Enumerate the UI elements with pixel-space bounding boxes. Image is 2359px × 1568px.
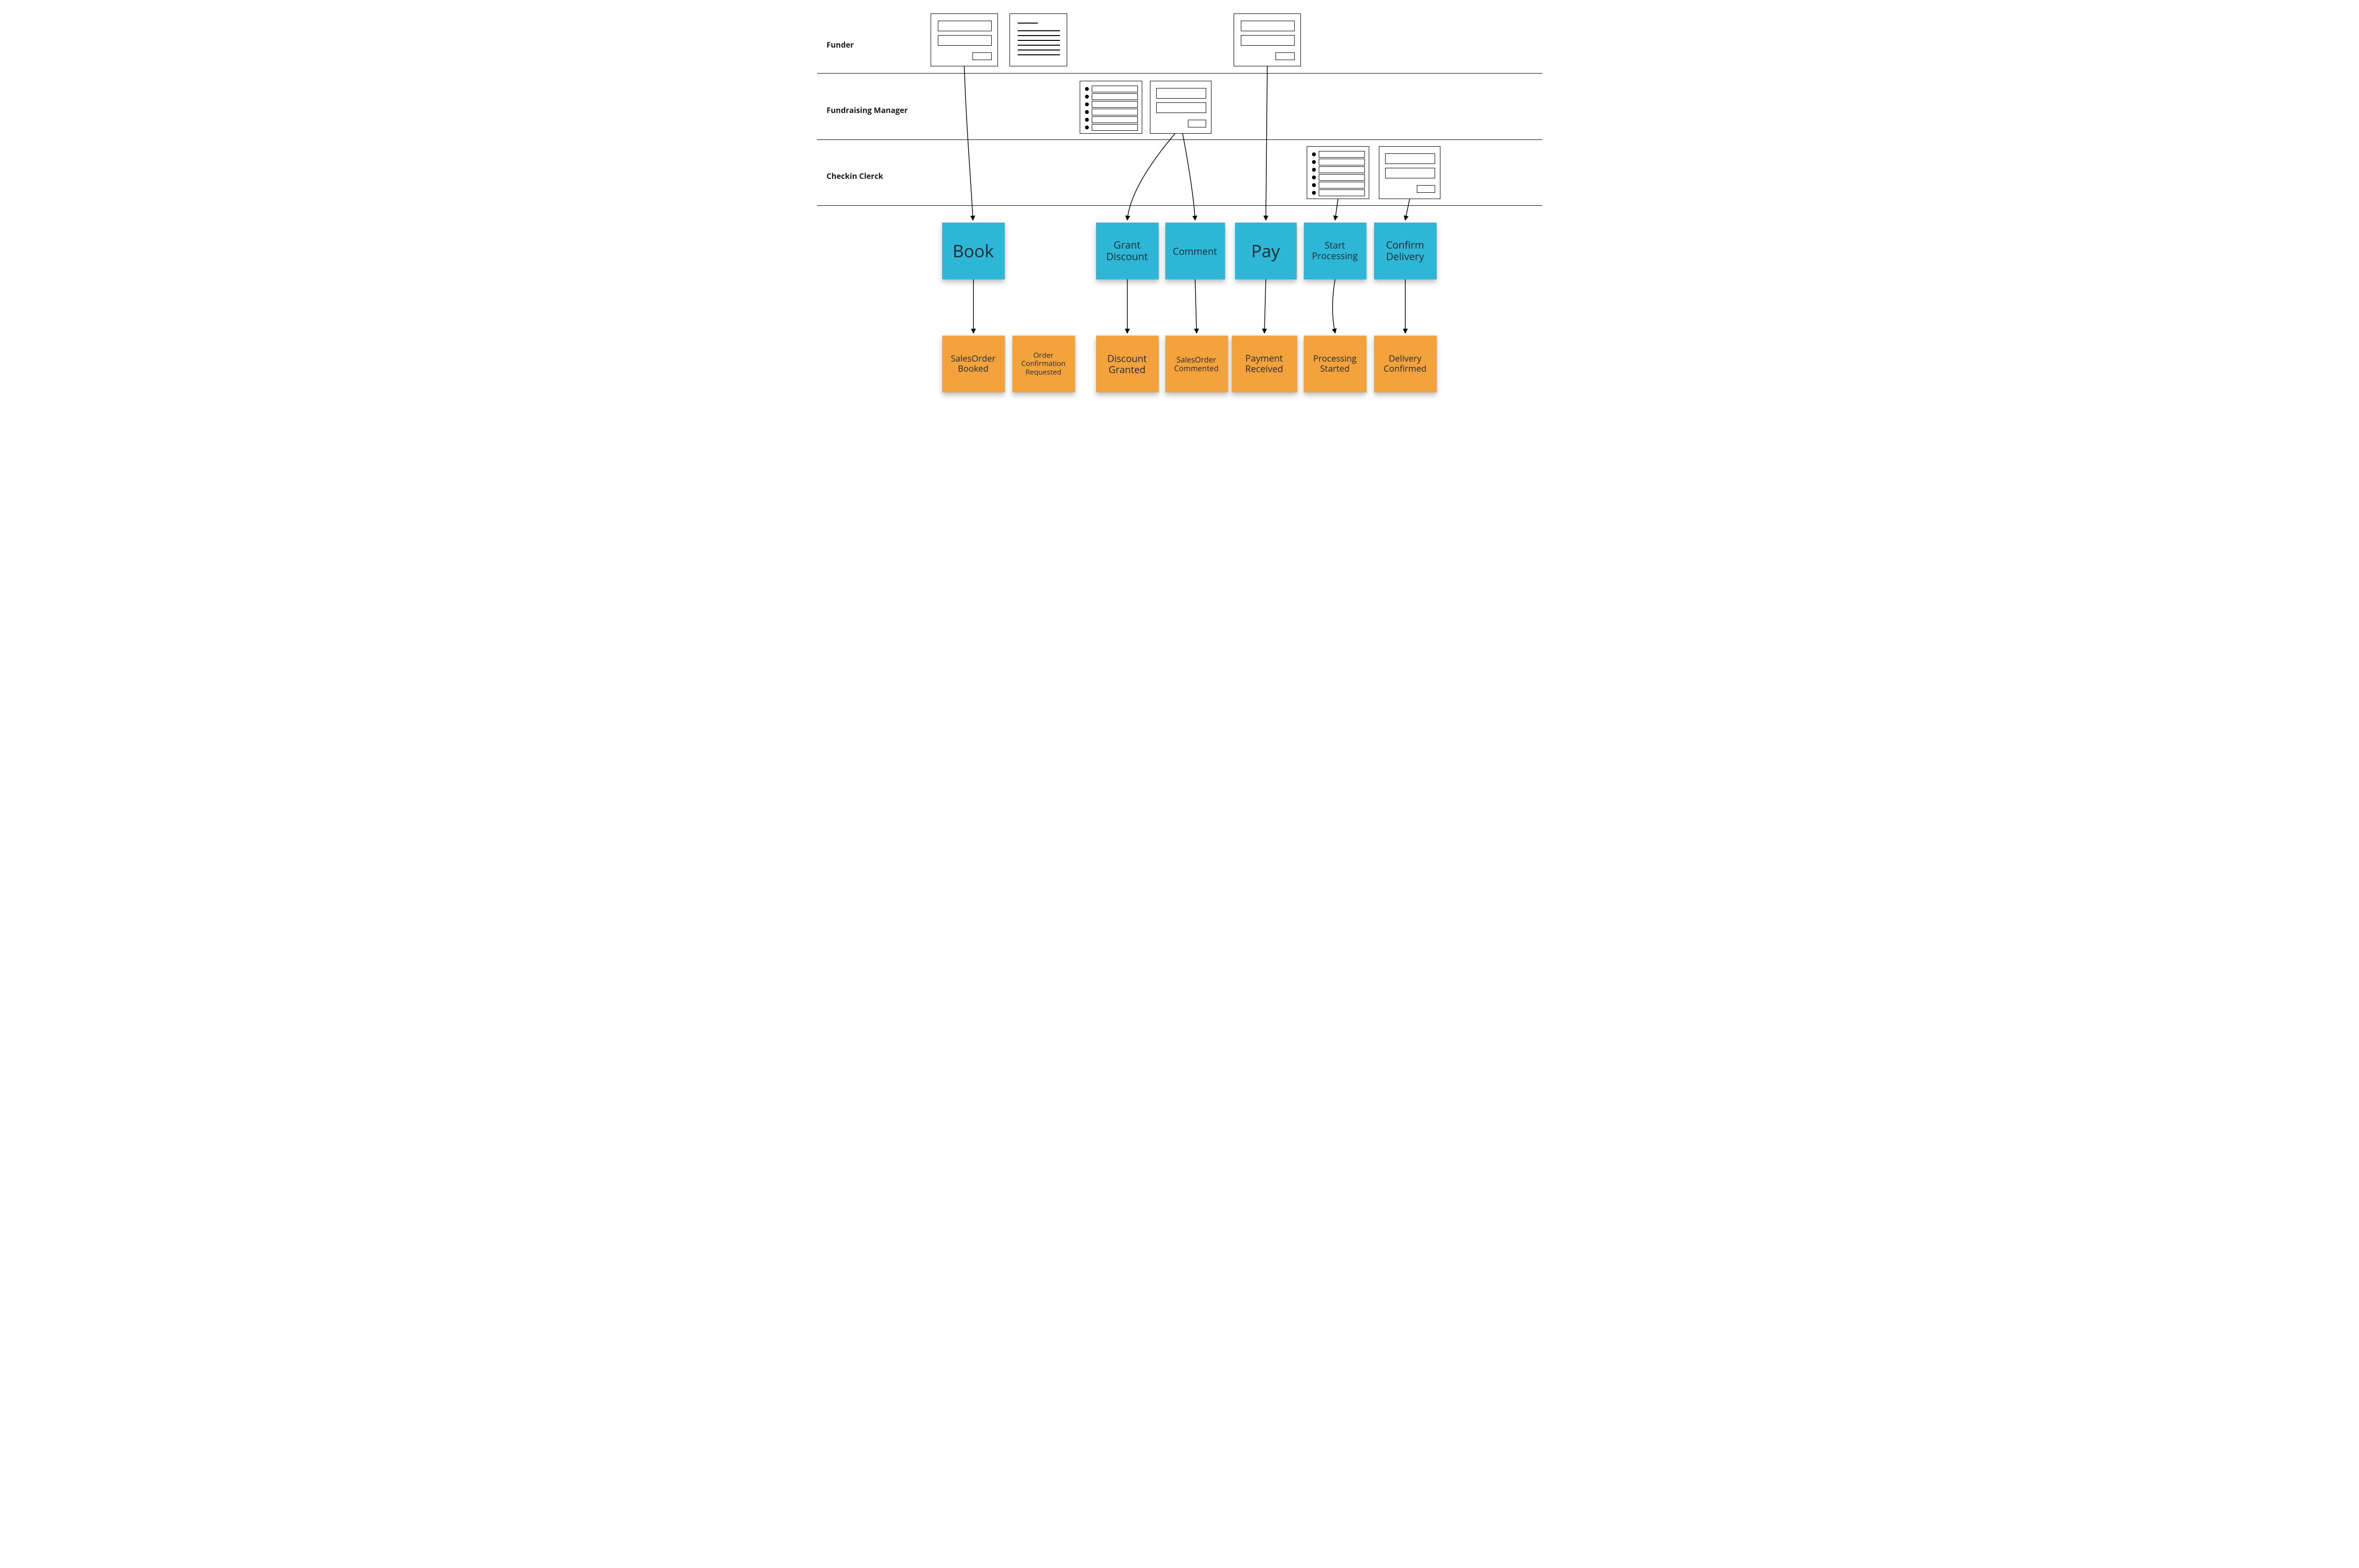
lane-label-checkin-clerck: Checkin Clerck — [827, 171, 883, 181]
wireframe-funder-pay-form — [1234, 13, 1301, 66]
edge-e-cc-confirm — [1405, 199, 1410, 220]
wireframe-cc-list — [1307, 146, 1369, 199]
edge-e-fm-grant — [1127, 134, 1175, 220]
command-confirm-delivery: Confirm Delivery — [1374, 223, 1437, 279]
edge-e-comment-ev — [1195, 279, 1197, 333]
wireframe-fm-list — [1080, 81, 1142, 134]
edge-e-cc-start — [1335, 199, 1338, 220]
command-pay: Pay — [1235, 223, 1297, 279]
event-discount-granted: Discount Granted — [1096, 336, 1159, 392]
edge-e-start-ev — [1332, 279, 1335, 333]
edge-e-pay-ev — [1264, 279, 1266, 333]
lane-line-1 — [817, 73, 1542, 74]
lane-label-funder: Funder — [827, 39, 854, 50]
diagram-canvas: Funder Fundraising Manager Checkin Clerc… — [817, 0, 1542, 481]
edge-e-funder-book — [964, 66, 973, 220]
event-salesorder-commented: SalesOrder Commented — [1165, 336, 1228, 392]
lane-label-fundraising-manager: Fundraising Manager — [827, 105, 908, 115]
event-salesorder-booked: SalesOrder Booked — [942, 336, 1005, 392]
edge-e-fm-comment — [1183, 134, 1195, 220]
event-order-confirmation-requested: Order Confirmation Requested — [1012, 336, 1075, 392]
lane-line-3 — [817, 205, 1542, 206]
event-delivery-confirmed: Delivery Confirmed — [1374, 336, 1437, 392]
wireframe-funder-document — [1009, 13, 1067, 66]
event-payment-received: Payment Received — [1232, 336, 1297, 392]
wireframe-fm-form — [1150, 81, 1211, 134]
command-comment: Comment — [1165, 223, 1225, 279]
lane-line-2 — [817, 139, 1542, 140]
edge-e-funder-pay — [1266, 66, 1267, 220]
command-grant-discount: Grant Discount — [1096, 223, 1159, 279]
wireframe-cc-form — [1379, 146, 1440, 199]
command-book: Book — [942, 223, 1005, 279]
event-processing-started: Processing Started — [1304, 336, 1366, 392]
wireframe-funder-form — [931, 13, 998, 66]
command-start-processing: Start Processing — [1304, 223, 1366, 279]
